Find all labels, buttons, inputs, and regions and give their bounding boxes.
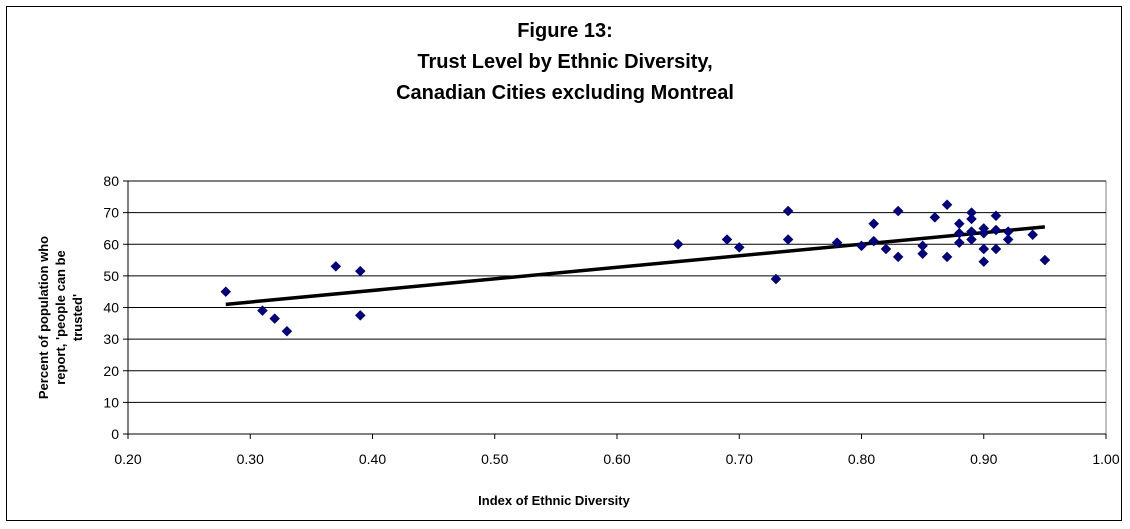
x-tick-label: 0.50	[481, 451, 508, 467]
y-tick-label: 70	[103, 205, 119, 221]
x-tick-label: 0.60	[603, 451, 630, 467]
data-point	[978, 227, 990, 239]
data-point	[721, 234, 733, 245]
data-point	[892, 251, 904, 263]
chart-title-line-2: Trust Level by Ethnic Diversity,	[417, 51, 713, 73]
data-point	[941, 251, 953, 263]
x-tick-label: 0.20	[114, 451, 141, 467]
data-point	[733, 242, 745, 253]
x-tick-label: 0.90	[970, 451, 997, 467]
data-point	[856, 240, 867, 252]
data-point	[990, 243, 1002, 255]
data-point	[782, 205, 794, 217]
data-points	[220, 199, 1051, 337]
data-point	[770, 273, 782, 285]
data-point	[269, 313, 281, 324]
x-tick-labels: 0.20 0.30 0.40 0.50 0.60 0.70 0.80 0.90 1.00	[114, 451, 1119, 467]
data-point	[831, 237, 843, 249]
data-point	[220, 286, 232, 298]
data-point	[892, 205, 904, 217]
data-point	[966, 234, 977, 245]
data-point	[257, 305, 268, 317]
data-point	[880, 243, 892, 255]
chart-title-line-1: Figure 13:	[517, 20, 613, 42]
data-point	[1039, 254, 1051, 266]
data-point	[330, 261, 342, 272]
data-point	[990, 210, 1002, 222]
data-point	[354, 265, 366, 277]
y-tick-labels: 0 10 20 30 40 50 60 70 80	[103, 173, 119, 442]
x-axis-title: Index of Ethnic Diversity	[478, 493, 630, 508]
y-axis-title-line: trusted'	[70, 294, 85, 341]
trendline	[225, 225, 1046, 307]
data-point	[917, 248, 928, 260]
y-axis-title: Percent of population who report, 'people…	[36, 236, 85, 399]
y-tick-label: 80	[103, 173, 119, 189]
y-tick-label: 50	[103, 268, 119, 284]
x-tick-label: 0.40	[359, 451, 386, 467]
data-point	[990, 224, 1002, 236]
y-tick-label: 30	[103, 331, 119, 347]
data-point	[868, 235, 880, 247]
data-point	[1027, 229, 1039, 241]
data-point	[782, 234, 794, 245]
data-point	[929, 212, 941, 223]
x-tick-label: 1.00	[1092, 451, 1119, 467]
y-tick-label: 20	[103, 363, 119, 379]
data-point	[868, 218, 880, 230]
x-tick-label: 0.80	[848, 451, 875, 467]
y-tick-label: 0	[111, 426, 119, 442]
data-point	[966, 213, 977, 225]
x-tick-label: 0.70	[726, 451, 753, 467]
y-axis-title-line: report, 'people can be	[53, 250, 68, 385]
chart-title-line-3: Canadian Cities excluding Montreal	[396, 82, 734, 104]
gridlines	[123, 180, 1106, 435]
data-point	[941, 199, 953, 211]
y-tick-label: 40	[103, 300, 119, 316]
y-tick-label: 60	[103, 236, 119, 252]
data-point	[281, 325, 293, 337]
data-point	[978, 256, 990, 267]
y-tick-label: 10	[103, 394, 119, 410]
data-point	[978, 243, 990, 255]
data-point	[1002, 234, 1014, 245]
data-point	[953, 237, 965, 249]
x-tick-label: 0.30	[237, 451, 264, 467]
data-point	[354, 310, 366, 321]
data-point	[672, 238, 684, 250]
axes	[127, 181, 1107, 439]
trendline-layer	[225, 225, 1046, 307]
y-axis-title-line: Percent of population who	[36, 236, 51, 399]
